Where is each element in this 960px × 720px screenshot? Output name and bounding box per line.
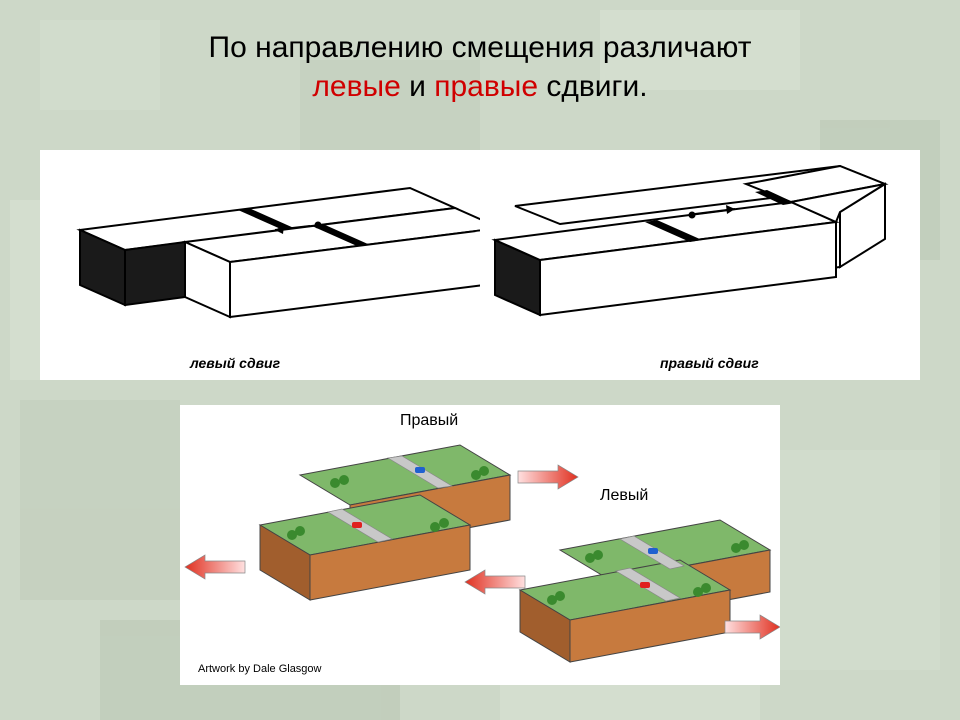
top-diagram-svg: левый сдвиг [40,150,920,380]
right-caption: правый сдвиг [660,355,759,371]
bottom-label-left: Левый [600,487,648,504]
bottom-diagram-panel: Правый Левый [180,405,780,685]
left-lateral-terrain [520,520,770,662]
title-line1: По направлению смещения различают [209,31,752,64]
title-suffix: сдвиги. [538,70,648,103]
left-caption: левый сдвиг [189,355,281,371]
slide-title: По направлению смещения различают левые … [0,0,960,106]
title-left-word: левые [312,70,400,103]
artwork-credit: Artwork by Dale Glasgow [198,663,322,675]
bottom-label-right: Правый [400,412,458,429]
top-diagram-panel: левый сдвиг [40,150,920,380]
title-right-word: правые [434,70,538,103]
title-connector: и [401,70,434,103]
bottom-diagram-svg: Правый Левый [180,405,780,685]
right-lateral-terrain [260,445,510,600]
